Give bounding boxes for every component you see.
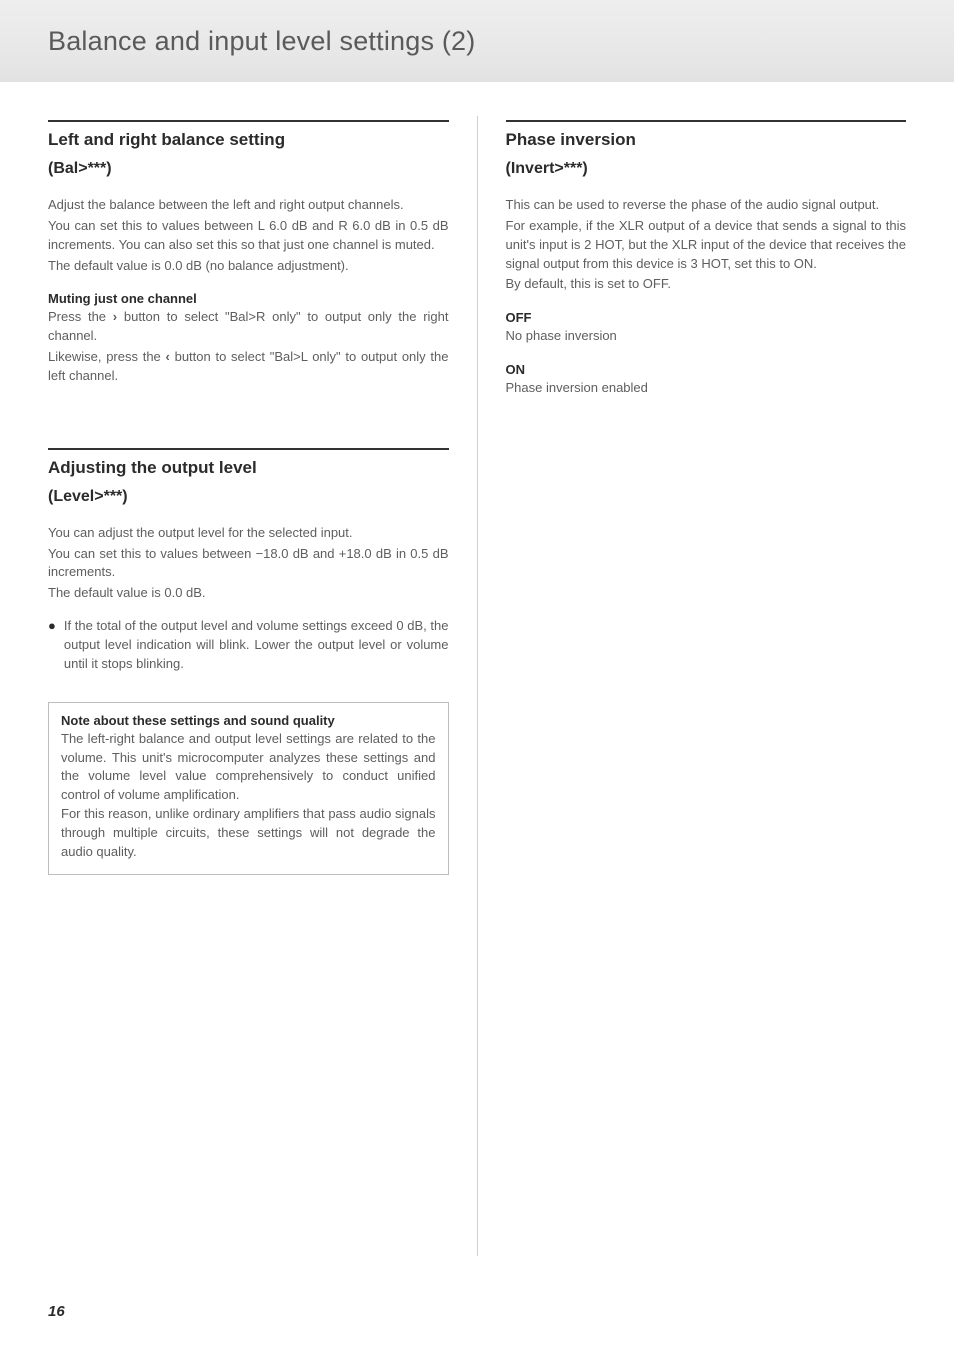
option-heading: ON	[506, 362, 907, 377]
option-text: Phase inversion enabled	[506, 379, 907, 398]
paragraph: Adjust the balance between the left and …	[48, 196, 449, 215]
text-fragment: Likewise, press the	[48, 349, 166, 364]
option-heading: OFF	[506, 310, 907, 325]
section-subheading: (Level>***)	[48, 488, 449, 506]
column-divider	[477, 116, 478, 1256]
left-column: Left and right balance setting (Bal>***)…	[48, 120, 449, 1256]
sub-heading: Muting just one channel	[48, 291, 449, 306]
note-paragraph: The left-right balance and output level …	[61, 730, 436, 805]
section-subheading: (Bal>***)	[48, 160, 449, 178]
section-balance: Left and right balance setting (Bal>***)…	[48, 120, 449, 386]
section-rule	[48, 448, 449, 450]
section-heading: Adjusting the output level	[48, 458, 449, 478]
paragraph: For example, if the XLR output of a devi…	[506, 217, 907, 274]
option-text: No phase inversion	[506, 327, 907, 346]
paragraph: This can be used to reverse the phase of…	[506, 196, 907, 215]
page-header: Balance and input level settings (2)	[0, 0, 954, 82]
note-title: Note about these settings and sound qual…	[61, 713, 436, 728]
section-rule	[48, 120, 449, 122]
bullet-icon: ●	[48, 617, 56, 674]
paragraph: By default, this is set to OFF.	[506, 275, 907, 294]
section-rule	[506, 120, 907, 122]
paragraph: Press the › button to select "Bal>R only…	[48, 308, 449, 346]
section-phase: Phase inversion (Invert>***) This can be…	[506, 120, 907, 398]
paragraph: Likewise, press the ‹ button to select "…	[48, 348, 449, 386]
paragraph: You can set this to values between L 6.0…	[48, 217, 449, 255]
page-title: Balance and input level settings (2)	[48, 26, 475, 57]
paragraph: You can adjust the output level for the …	[48, 524, 449, 543]
section-subheading: (Invert>***)	[506, 160, 907, 178]
text-fragment: Press the	[48, 309, 113, 324]
section-heading: Phase inversion	[506, 130, 907, 150]
content-area: Left and right balance setting (Bal>***)…	[0, 82, 954, 1256]
section-heading: Left and right balance setting	[48, 130, 449, 150]
note-box: Note about these settings and sound qual…	[48, 702, 449, 875]
page-number: 16	[48, 1303, 65, 1320]
paragraph: The default value is 0.0 dB.	[48, 584, 449, 603]
paragraph: You can set this to values between −18.0…	[48, 545, 449, 583]
bullet-item: ● If the total of the output level and v…	[48, 617, 449, 674]
bullet-text: If the total of the output level and vol…	[64, 617, 449, 674]
note-paragraph: For this reason, unlike ordinary amplifi…	[61, 805, 436, 862]
paragraph: The default value is 0.0 dB (no balance …	[48, 257, 449, 276]
section-level: Adjusting the output level (Level>***) Y…	[48, 448, 449, 875]
right-column: Phase inversion (Invert>***) This can be…	[506, 120, 907, 1256]
